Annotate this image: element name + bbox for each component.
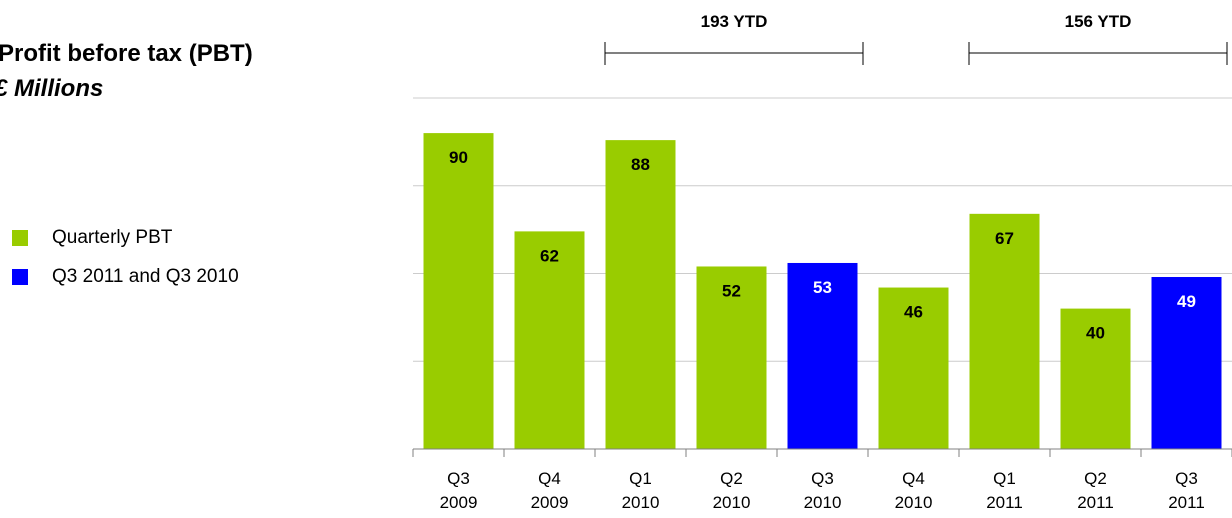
x-tick-label: Q4 2010 xyxy=(895,469,933,512)
bar xyxy=(969,213,1040,449)
x-tick-label: Q2 2011 xyxy=(1077,469,1114,512)
chart-title: Profit before tax (PBT) xyxy=(0,40,253,67)
x-tick-label: Q1 2010 xyxy=(622,469,660,512)
data-label: 46 xyxy=(904,303,923,322)
data-label: 62 xyxy=(540,246,559,265)
data-label: 49 xyxy=(1177,292,1196,311)
legend-swatch-quarterly xyxy=(12,230,28,246)
chart-subtitle: £ Millions xyxy=(0,75,104,102)
data-label: 67 xyxy=(995,229,1014,248)
bar xyxy=(514,231,585,449)
x-tick-label: Q3 2010 xyxy=(804,469,842,512)
data-label: 52 xyxy=(722,281,741,300)
legend-label-highlight: Q3 2011 and Q3 2010 xyxy=(52,266,239,287)
bar xyxy=(423,133,494,449)
data-label: 40 xyxy=(1086,324,1105,343)
ytd-annotation-label: 193 YTD xyxy=(701,12,768,31)
ytd-annotation-label: 156 YTD xyxy=(1065,12,1132,31)
legend-label-quarterly: Quarterly PBT xyxy=(52,227,173,248)
bar xyxy=(878,287,949,449)
data-label: 53 xyxy=(813,278,832,297)
x-tick-label: Q4 2009 xyxy=(531,469,569,512)
x-tick-label: Q1 2011 xyxy=(986,469,1023,512)
bar xyxy=(605,140,676,449)
x-tick-label: Q3 2011 xyxy=(1168,469,1205,512)
bar xyxy=(1060,308,1131,449)
bar xyxy=(787,262,858,449)
x-tick-label: Q2 2010 xyxy=(713,469,751,512)
legend-item-highlight: Q3 2011 and Q3 2010 xyxy=(12,266,239,287)
chart-legend: Quarterly PBT Q3 2011 and Q3 2010 xyxy=(12,227,239,306)
data-label: 90 xyxy=(449,148,468,167)
bar xyxy=(1151,277,1222,449)
bar xyxy=(696,266,767,449)
x-tick-label: Q3 2009 xyxy=(440,469,478,512)
legend-swatch-highlight xyxy=(12,269,28,285)
data-label: 88 xyxy=(631,155,650,174)
legend-item-quarterly: Quarterly PBT xyxy=(12,227,239,248)
